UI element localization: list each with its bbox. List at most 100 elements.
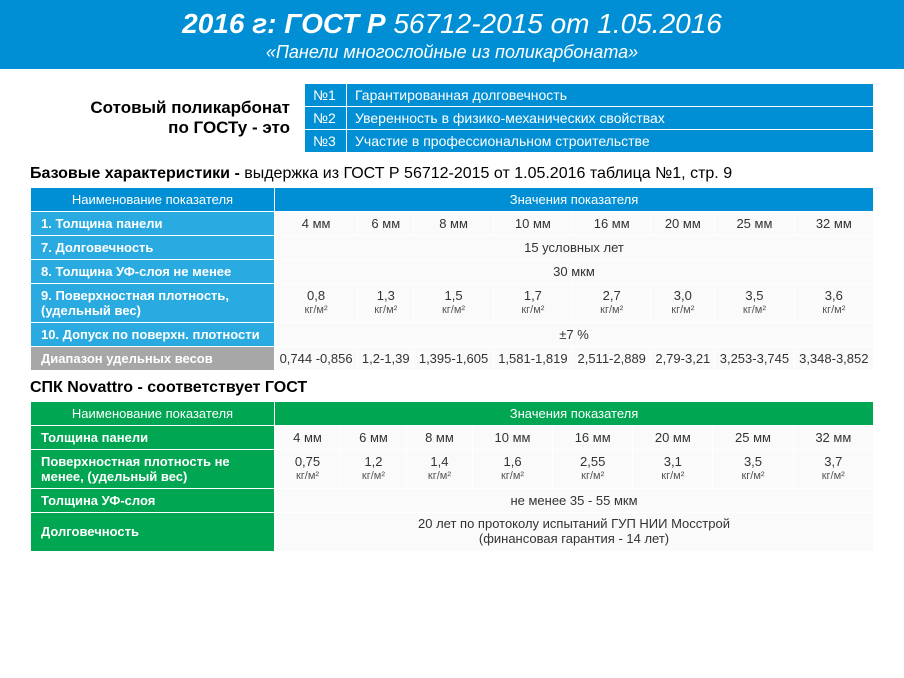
row-label: Диапазон удельных весов xyxy=(31,347,275,371)
intro-left-line1: Сотовый поликарбонат xyxy=(30,98,290,118)
cell-val: 3,6 xyxy=(825,288,843,303)
cell: 6 мм xyxy=(340,426,406,450)
cell: 25 мм xyxy=(715,212,794,236)
cell-span: 20 лет по протоколу испытаний ГУП НИИ Мо… xyxy=(275,513,874,552)
cell: 4 мм xyxy=(275,426,341,450)
row-label: Толщина УФ-слоя xyxy=(31,489,275,513)
cell-span-line2: (финансовая гарантия - 14 лет) xyxy=(277,532,871,547)
cell: 1,4кг/м² xyxy=(406,450,472,489)
row-label: Толщина панели xyxy=(31,426,275,450)
header-name: Наименование показателя xyxy=(31,188,275,212)
cell-val: 1,7 xyxy=(524,288,542,303)
section1-title-rest: выдержка из ГОСТ Р 56712-2015 от 1.05.20… xyxy=(244,165,732,182)
cell-val: 1,6 xyxy=(503,454,521,469)
cell: 1,5кг/м² xyxy=(414,284,493,323)
intro-block: Сотовый поликарбонат по ГОСТу - это №1Га… xyxy=(0,69,904,159)
cell-val: 1,5 xyxy=(445,288,463,303)
gost-table: Наименование показателя Значения показат… xyxy=(30,187,874,371)
cell-unit: кг/м² xyxy=(343,470,404,483)
cell: 32 мм xyxy=(793,426,873,450)
table-row: 1. Толщина панели 4 мм 6 мм 8 мм 10 мм 1… xyxy=(31,212,874,236)
cell: 16 мм xyxy=(573,212,651,236)
feature-text: Участие в профессиональном строительстве xyxy=(347,130,874,153)
section2-title: СПК Novattro - соответствует ГОСТ xyxy=(0,371,904,401)
feature-row: №1Гарантированная долговечность xyxy=(305,84,874,107)
intro-right: №1Гарантированная долговечность №2Уверен… xyxy=(304,83,874,153)
cell-unit: кг/м² xyxy=(496,304,570,317)
cell-unit: кг/м² xyxy=(796,470,871,483)
section1-title-bold: Базовые характеристики - xyxy=(30,165,244,182)
banner-title-bold: 2016 г: ГОСТ Р xyxy=(182,8,385,39)
cell-val: 2,7 xyxy=(603,288,621,303)
cell: 16 мм xyxy=(553,426,633,450)
row-label: 10. Допуск по поверхн. плотности xyxy=(31,323,275,347)
feature-num: №3 xyxy=(305,130,347,153)
cell: 1,2кг/м² xyxy=(340,450,406,489)
row-label: Долговечность xyxy=(31,513,275,552)
header-values: Значения показателя xyxy=(275,402,874,426)
feature-num: №2 xyxy=(305,107,347,130)
cell-val: 3,1 xyxy=(664,454,682,469)
table-row: 8. Толщина УФ-слоя не менее 30 мкм xyxy=(31,260,874,284)
cell: 3,348-3,852 xyxy=(794,347,873,371)
cell-val: 0,75 xyxy=(295,454,320,469)
cell-val: 1,2 xyxy=(364,454,382,469)
cell-unit: кг/м² xyxy=(360,304,411,317)
cell-val: 3,5 xyxy=(744,454,762,469)
intro-left: Сотовый поликарбонат по ГОСТу - это xyxy=(30,98,290,138)
cell: 1,3кг/м² xyxy=(358,284,414,323)
cell-unit: кг/м² xyxy=(475,470,550,483)
cell: 10 мм xyxy=(472,426,552,450)
cell: 10 мм xyxy=(493,212,572,236)
cell: 1,581-1,819 xyxy=(493,347,572,371)
header-banner: 2016 г: ГОСТ Р 56712-2015 от 1.05.2016 «… xyxy=(0,0,904,69)
cell-unit: кг/м² xyxy=(797,304,871,317)
cell: 20 мм xyxy=(633,426,713,450)
banner-title-rest: 56712-2015 от 1.05.2016 xyxy=(386,8,722,39)
cell-unit: кг/м² xyxy=(416,304,490,317)
header-name: Наименование показателя xyxy=(31,402,275,426)
cell: 1,6кг/м² xyxy=(472,450,552,489)
table-row: 9. Поверхностная плотность, (удельный ве… xyxy=(31,284,874,323)
cell-span: 30 мкм xyxy=(275,260,874,284)
header-values: Значения показателя xyxy=(275,188,874,212)
table-row: Толщина панели 4 мм 6 мм 8 мм 10 мм 16 м… xyxy=(31,426,874,450)
cell-val: 3,0 xyxy=(674,288,692,303)
cell: 8 мм xyxy=(406,426,472,450)
cell-span: ±7 % xyxy=(275,323,874,347)
cell-unit: кг/м² xyxy=(717,304,791,317)
cell-unit: кг/м² xyxy=(715,470,790,483)
cell: 8 мм xyxy=(414,212,493,236)
cell: 3,0кг/м² xyxy=(651,284,715,323)
cell: 0,744 -0,856 xyxy=(275,347,358,371)
cell-val: 3,7 xyxy=(824,454,842,469)
cell: 20 мм xyxy=(651,212,715,236)
row-label: Поверхностная плотность не менее, (удель… xyxy=(31,450,275,489)
cell: 3,5кг/м² xyxy=(713,450,793,489)
cell-unit: кг/м² xyxy=(409,470,470,483)
cell: 0,75кг/м² xyxy=(275,450,341,489)
cell-span-line1: 20 лет по протоколу испытаний ГУП НИИ Мо… xyxy=(418,516,730,531)
table-header: Наименование показателя Значения показат… xyxy=(31,188,874,212)
feature-text: Гарантированная долговечность xyxy=(347,84,874,107)
cell: 0,8кг/м² xyxy=(275,284,358,323)
table-row: Толщина УФ-слоя не менее 35 - 55 мкм xyxy=(31,489,874,513)
table-row: 10. Допуск по поверхн. плотности ±7 % xyxy=(31,323,874,347)
cell: 32 мм xyxy=(794,212,873,236)
cell: 3,6кг/м² xyxy=(794,284,873,323)
cell-unit: кг/м² xyxy=(635,470,710,483)
cell-val: 1,3 xyxy=(377,288,395,303)
cell-unit: кг/м² xyxy=(555,470,630,483)
table-row: 7. Долговечность 15 условных лет xyxy=(31,236,874,260)
row-label: 7. Долговечность xyxy=(31,236,275,260)
cell: 2,79-3,21 xyxy=(651,347,715,371)
feature-row: №3Участие в профессиональном строительст… xyxy=(305,130,874,153)
cell: 3,7кг/м² xyxy=(793,450,873,489)
banner-title: 2016 г: ГОСТ Р 56712-2015 от 1.05.2016 xyxy=(0,8,904,40)
cell: 3,1кг/м² xyxy=(633,450,713,489)
cell: 6 мм xyxy=(358,212,414,236)
cell: 2,55кг/м² xyxy=(553,450,633,489)
cell: 25 мм xyxy=(713,426,793,450)
table-row: Поверхностная плотность не менее, (удель… xyxy=(31,450,874,489)
feature-text: Уверенность в физико-механических свойст… xyxy=(347,107,874,130)
